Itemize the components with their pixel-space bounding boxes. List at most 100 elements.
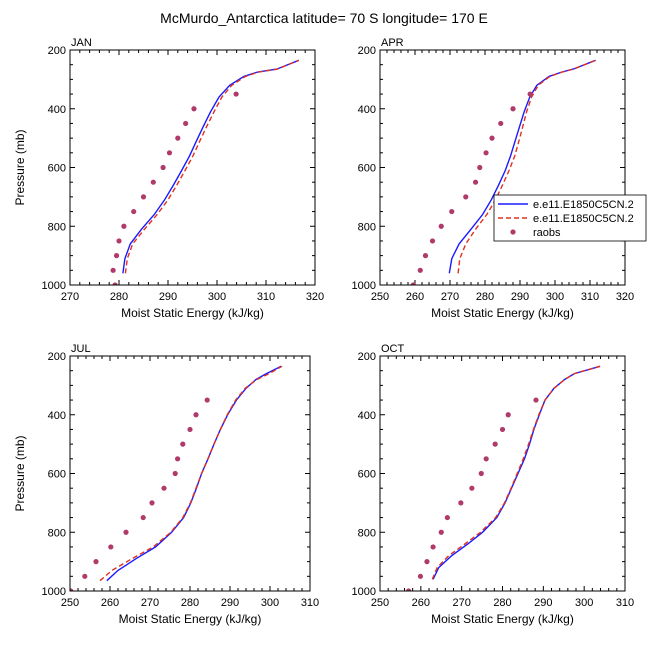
raobs-point [405,588,412,591]
raobs-point [140,194,147,200]
legend-box [493,194,647,242]
raobs-point [483,150,489,156]
x-tick-label: 310 [616,597,634,609]
y-tick-label: 400 [358,410,376,422]
raobs-point [492,441,498,447]
raobs-point [108,544,114,550]
x-tick-label: 300 [261,597,279,609]
x-tick-label: 270 [452,597,470,609]
dashed-series-line [99,365,283,582]
raobs-point [438,529,444,535]
y-tick-label: 200 [358,45,376,57]
y-tick-label: 800 [48,221,66,233]
y-tick-label: 400 [358,104,376,116]
raobs-point [187,426,193,433]
legend: e.e11.E1850C5CN.2 e.e11.E1850C5CN.2 raobs [493,194,647,242]
raobs-point [112,282,118,285]
raobs-point [233,91,239,97]
raobs-point [463,194,469,200]
raobs-point [438,223,444,229]
raobs-point [70,588,74,591]
panel-label: JAN [71,37,92,49]
solid-series-line [106,365,282,582]
y-tick-label: 800 [358,221,376,233]
y-axis-label: Pressure (mb) [13,129,27,205]
raobs-point [121,223,127,229]
y-tick-label: 800 [48,527,66,539]
raobs-point [183,120,189,127]
panel-jan: JAN 270 280 290 300 310 320 200 400 600 800 1000 Moi… [13,37,324,320]
raobs-point [161,485,167,491]
raobs-point [444,514,450,521]
raobs-point [172,470,178,477]
y-tick-label: 200 [48,45,66,57]
raobs-point [93,559,99,565]
y-tick-label: 600 [48,163,66,175]
panels-group: JAN 270 280 290 300 310 320 200 400 600 800 1000 Moi… [13,37,634,626]
raobs-point [191,106,197,112]
raobs-point [116,238,122,244]
panel-label: APR [381,37,404,49]
raobs-point [472,179,479,185]
panel-label: OCT [381,343,405,355]
panel-oct: OCT 250 260 270 280 290 300 310 200 400 600 800 1000… [352,343,635,626]
raobs-point [417,573,424,579]
y-tick-label: 1000 [42,280,66,292]
raobs-point [469,485,475,491]
x-tick-label: 310 [257,291,275,303]
raobs-point [180,441,186,447]
raobs-point [449,208,455,215]
raobs-point [510,106,516,112]
panel-apr: APR 250 260 270 280 290 300 310 320 200 400 600 800 1… [352,37,635,320]
raobs-point [478,470,484,477]
y-tick-label: 600 [48,469,66,481]
raobs-point [527,91,533,97]
x-tick-label: 300 [546,291,564,303]
y-tick-label: 200 [358,351,376,363]
x-tick-label: 260 [406,291,424,303]
raobs-point [489,135,495,141]
plot-area [405,365,601,591]
x-tick-label: 250 [371,597,389,609]
raobs-point [499,426,506,433]
dashed-series-line [457,59,596,274]
raobs-point [458,500,464,506]
x-axis-label: Moist Static Energy (kJ/kg) [431,306,574,320]
plot-frame [379,49,626,286]
raobs-point [113,253,120,259]
y-tick-label: 400 [48,410,66,422]
x-tick-label: 270 [141,597,159,609]
x-tick-label: 250 [61,597,79,609]
raobs-point [175,135,181,141]
raobs-point [149,500,155,506]
y-tick-label: 1000 [42,586,66,598]
x-tick-label: 320 [306,291,324,303]
raobs-point [477,164,483,171]
x-axis-label: Moist Static Energy (kJ/kg) [119,612,262,626]
panel-label: JUL [71,343,91,355]
x-tick-label: 300 [208,291,226,303]
y-tick-label: 800 [358,527,376,539]
x-tick-label: 280 [110,291,128,303]
y-tick-label: 600 [358,163,376,175]
raobs-point [498,120,504,127]
legend-label: raobs [533,227,561,239]
solid-series-line [448,59,596,274]
x-axis-label: Moist Static Energy (kJ/kg) [431,612,574,626]
raobs-point [82,573,88,579]
plot-area [110,59,300,285]
legend-marker [510,229,516,235]
x-tick-label: 290 [511,291,529,303]
x-tick-label: 270 [61,291,79,303]
raobs-point [422,253,429,259]
x-tick-label: 300 [575,597,593,609]
x-tick-label: 290 [534,597,552,609]
raobs-point [160,164,166,171]
x-tick-label: 280 [493,597,511,609]
solid-series-line [432,365,601,580]
raobs-point [110,267,116,273]
raobs-point [410,282,416,285]
raobs-point [483,456,489,462]
raobs-point [193,412,199,418]
